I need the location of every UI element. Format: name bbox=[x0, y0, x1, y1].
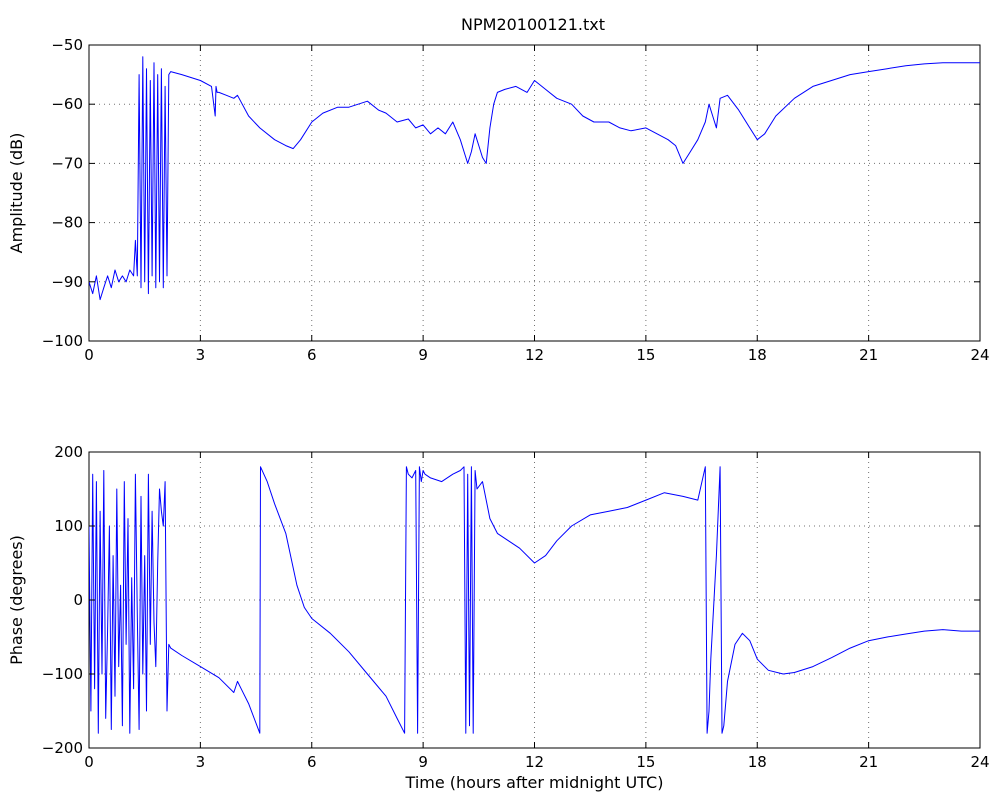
amplitude-x-tick-label: 15 bbox=[636, 346, 655, 364]
amplitude-axes: 0 3 6 9 12 15 18 21 24 −100 −90 −80 −70 −60 −50 Amplitu… bbox=[7, 36, 990, 364]
phase-x-tick-label: 3 bbox=[196, 753, 206, 771]
phase-y-tick-label: 100 bbox=[54, 517, 83, 535]
phase-x-tick-label: 12 bbox=[525, 753, 544, 771]
amplitude-y-axis-label: Amplitude (dB) bbox=[7, 133, 26, 254]
amplitude-y-tick-label: −60 bbox=[51, 95, 83, 113]
phase-y-axis-label: Phase (degrees) bbox=[7, 535, 26, 665]
amplitude-x-tick-label: 18 bbox=[748, 346, 767, 364]
amplitude-y-tick-label: −50 bbox=[51, 36, 83, 54]
amplitude-y-tick-label: −90 bbox=[51, 273, 83, 291]
phase-x-tick-label: 9 bbox=[418, 753, 428, 771]
phase-y-tick-label: 0 bbox=[73, 591, 83, 609]
amplitude-x-tick-label: 6 bbox=[307, 346, 317, 364]
amplitude-y-tick-label: −70 bbox=[51, 154, 83, 172]
amplitude-x-tick-label: 12 bbox=[525, 346, 544, 364]
phase-x-axis-label: Time (hours after midnight UTC) bbox=[405, 773, 664, 792]
amplitude-x-tick-label: 0 bbox=[84, 346, 94, 364]
amplitude-x-tick-label: 9 bbox=[418, 346, 428, 364]
chart-title: NPM20100121.txt bbox=[461, 15, 605, 34]
amplitude-x-tick-label: 3 bbox=[196, 346, 206, 364]
amplitude-x-tick-label: 21 bbox=[859, 346, 878, 364]
amplitude-x-tick-label: 24 bbox=[970, 346, 989, 364]
phase-y-tick-label: 200 bbox=[54, 443, 83, 461]
phase-x-tick-label: 6 bbox=[307, 753, 317, 771]
amplitude-y-tick-label: −100 bbox=[42, 332, 83, 350]
phase-y-tick-label: −200 bbox=[42, 739, 83, 757]
phase-axes: 0 3 6 9 12 15 18 21 24 −200 −100 0 100 200 Phase (degr… bbox=[7, 443, 990, 792]
amplitude-y-tick-label: −80 bbox=[51, 214, 83, 232]
phase-x-tick-label: 24 bbox=[970, 753, 989, 771]
phase-y-tick-label: −100 bbox=[42, 665, 83, 683]
phase-x-tick-label: 18 bbox=[748, 753, 767, 771]
phase-x-tick-label: 0 bbox=[84, 753, 94, 771]
amplitude-series-line bbox=[89, 56, 980, 301]
phase-x-tick-label: 15 bbox=[636, 753, 655, 771]
amplitude-plot-area bbox=[88, 44, 981, 342]
phase-series-line bbox=[89, 466, 980, 734]
phase-x-tick-label: 21 bbox=[859, 753, 878, 771]
